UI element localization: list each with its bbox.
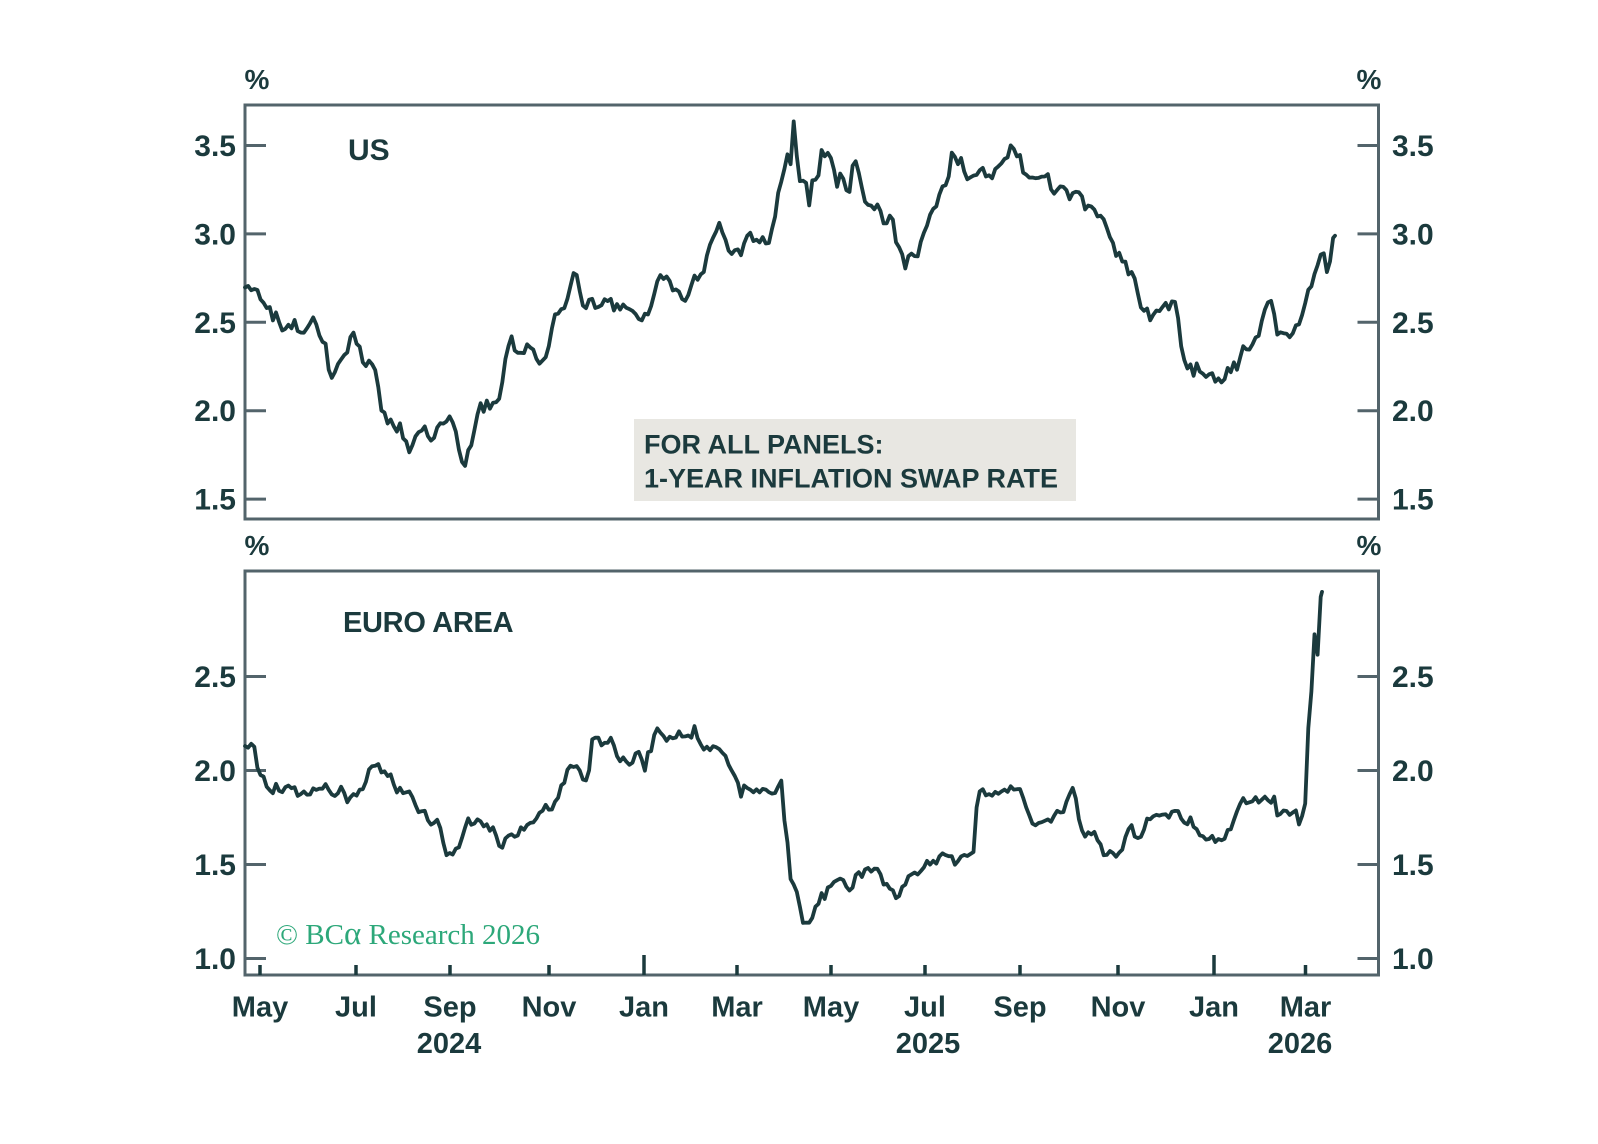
svg-text:May: May: [803, 992, 859, 1024]
svg-text:3.0: 3.0: [1392, 218, 1434, 251]
svg-text:%: %: [1357, 530, 1382, 561]
svg-text:May: May: [232, 992, 288, 1024]
svg-text:1.5: 1.5: [1392, 849, 1434, 882]
svg-text:%: %: [245, 530, 270, 561]
svg-text:2.5: 2.5: [1392, 661, 1434, 694]
svg-text:3.0: 3.0: [194, 218, 236, 251]
svg-text:1-YEAR INFLATION SWAP RATE: 1-YEAR INFLATION SWAP RATE: [644, 464, 1058, 494]
svg-text:Jan: Jan: [619, 992, 669, 1024]
svg-text:2.0: 2.0: [1392, 755, 1434, 788]
svg-text:2.5: 2.5: [194, 661, 236, 694]
svg-text:Sep: Sep: [423, 992, 476, 1024]
svg-text:US: US: [348, 134, 390, 167]
svg-text:1.0: 1.0: [194, 943, 236, 976]
svg-text:2.5: 2.5: [194, 307, 236, 340]
svg-text:1.5: 1.5: [194, 849, 236, 882]
svg-text:2.0: 2.0: [1392, 395, 1434, 428]
svg-text:Mar: Mar: [1280, 992, 1332, 1024]
svg-text:3.5: 3.5: [1392, 130, 1434, 163]
svg-text:© BCα Research 2026: © BCα Research 2026: [276, 916, 540, 952]
svg-text:FOR ALL PANELS:: FOR ALL PANELS:: [644, 430, 884, 460]
svg-text:1.5: 1.5: [1392, 484, 1434, 517]
svg-text:2.5: 2.5: [1392, 307, 1434, 340]
svg-text:Jul: Jul: [904, 992, 946, 1024]
svg-text:Nov: Nov: [1091, 992, 1146, 1024]
svg-text:Nov: Nov: [522, 992, 577, 1024]
svg-text:2.0: 2.0: [194, 755, 236, 788]
svg-text:Jan: Jan: [1189, 992, 1239, 1024]
svg-text:Mar: Mar: [711, 992, 763, 1024]
svg-text:2025: 2025: [896, 1028, 961, 1060]
svg-text:2026: 2026: [1268, 1028, 1333, 1060]
svg-text:Sep: Sep: [993, 992, 1046, 1024]
svg-text:1.5: 1.5: [194, 484, 236, 517]
svg-text:Jul: Jul: [335, 992, 377, 1024]
svg-text:%: %: [1357, 64, 1382, 95]
svg-text:3.5: 3.5: [194, 130, 236, 163]
svg-text:2.0: 2.0: [194, 395, 236, 428]
svg-text:EURO AREA: EURO AREA: [343, 607, 514, 639]
svg-text:%: %: [245, 64, 270, 95]
svg-text:2024: 2024: [417, 1028, 482, 1060]
svg-text:1.0: 1.0: [1392, 943, 1434, 976]
